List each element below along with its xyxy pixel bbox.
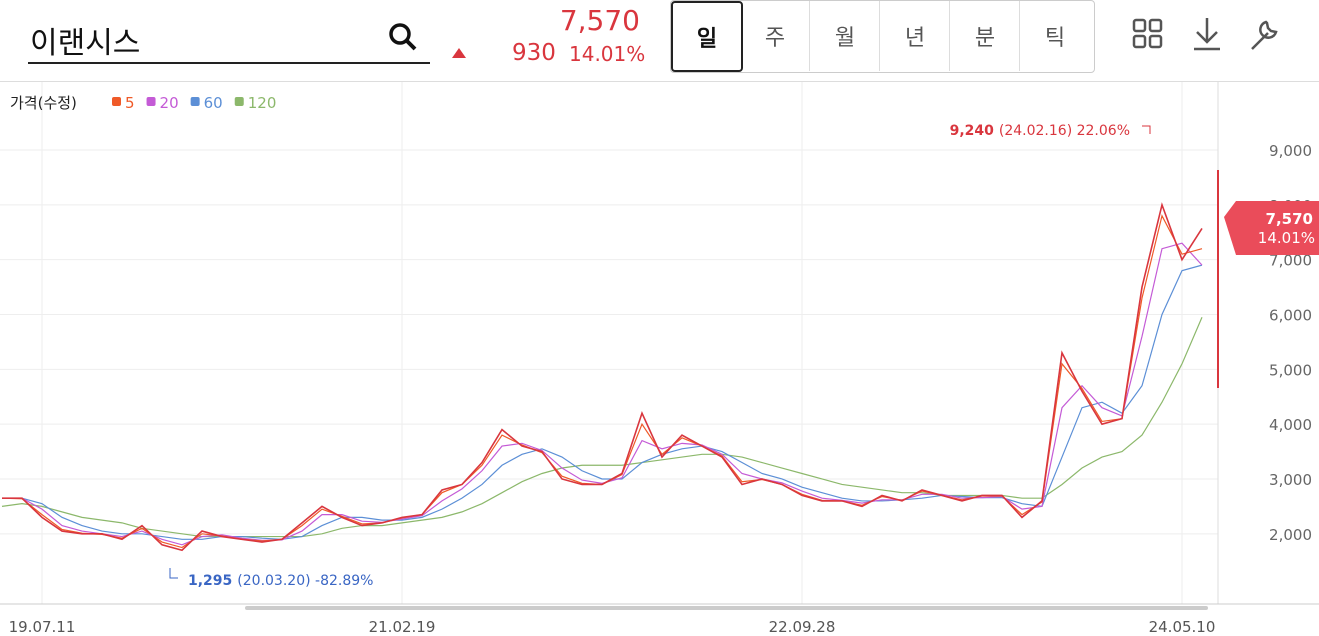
annotation-value: 9,240: [950, 123, 995, 139]
legend-label: 5: [125, 94, 135, 112]
legend-swatch: [146, 97, 156, 106]
period-tab[interactable]: 틱: [1044, 26, 1066, 51]
divider: [0, 81, 1319, 82]
ma-line: [2, 264, 1203, 540]
settings-icon[interactable]: [1251, 20, 1278, 50]
up-arrow: [452, 48, 466, 58]
annotation: 9,240 (24.02.16) 22.06%: [950, 123, 1130, 139]
legend-swatch: [112, 97, 121, 106]
change-rate: 14.01%: [569, 42, 646, 66]
x-tick-label: 19.07.11: [9, 618, 76, 636]
price-line: [2, 202, 1203, 552]
annotation-arrow: [1142, 125, 1151, 134]
annotation-arrow: [169, 568, 178, 579]
layout-icon[interactable]: [1132, 18, 1163, 49]
ma-line: [2, 242, 1203, 546]
annotation: 1,295 (20.03.20) -82.89%: [188, 573, 373, 589]
annotation-value: 1,295: [188, 573, 232, 589]
y-tick-label: 5,000: [1269, 361, 1312, 379]
y-tick-label: 3,000: [1269, 471, 1312, 489]
price-flag: [1224, 201, 1319, 255]
legend-label: 120: [248, 94, 277, 112]
legend-label: 60: [204, 94, 223, 112]
download-icon[interactable]: [1194, 18, 1220, 51]
legend-swatch: [190, 97, 200, 106]
search-icon[interactable]: [388, 22, 418, 52]
annotation-text: (24.02.16) 22.06%: [999, 123, 1130, 139]
legend-title: 가격(수정): [10, 94, 77, 112]
annotation-text: (20.03.20) -82.89%: [237, 573, 373, 589]
y-axis-area: [1218, 82, 1319, 604]
y-tick-label: 9,000: [1269, 142, 1312, 160]
period-tab[interactable]: 일: [671, 1, 743, 72]
period-tab[interactable]: 주: [741, 1, 810, 71]
search-box[interactable]: 이랜시스: [28, 14, 430, 64]
y-tick-label: 4,000: [1269, 416, 1312, 434]
x-tick-label: 24.05.10: [1149, 618, 1216, 636]
price: 7,570: [559, 4, 640, 37]
chart: 2,0003,0004,0005,0006,0007,0008,0009,000…: [0, 82, 1319, 636]
x-tick-label: 22.09.28: [769, 618, 836, 636]
scrollbar: [245, 606, 1208, 610]
price-flag-rate: 14.01%: [1258, 229, 1315, 247]
price-flag-value: 7,570: [1266, 210, 1313, 228]
change: 930: [512, 40, 556, 66]
y-tick-label: 6,000: [1269, 306, 1312, 324]
y-tick-label: 7,000: [1269, 252, 1312, 270]
y-tick-label: 2,000: [1269, 526, 1312, 544]
period-tab[interactable]: 년: [881, 1, 950, 71]
stock-name: 이랜시스: [30, 26, 141, 61]
legend-swatch: [234, 97, 244, 106]
period-tab[interactable]: 분: [951, 1, 1020, 71]
legend-label: 20: [160, 94, 179, 112]
x-tick-label: 21.02.19: [369, 618, 436, 636]
period-tab[interactable]: 월: [811, 1, 880, 71]
toolbar-icons: [1132, 18, 1278, 51]
